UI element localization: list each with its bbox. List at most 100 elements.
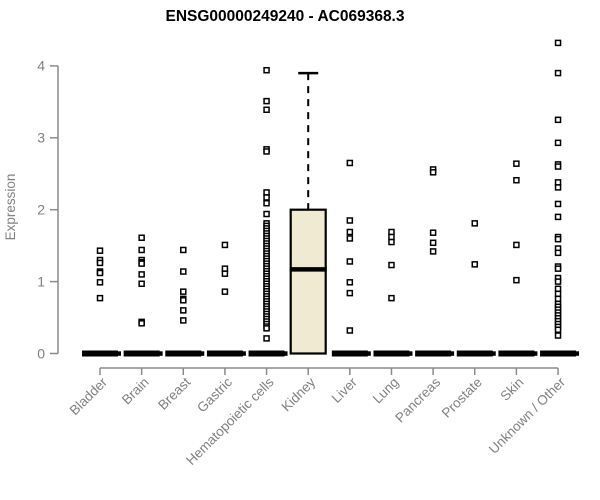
outlier-point bbox=[96, 247, 104, 254]
outlier-point bbox=[346, 279, 354, 286]
outlier-point bbox=[263, 210, 270, 218]
outlier-point bbox=[554, 116, 562, 124]
outlier-point bbox=[471, 220, 479, 227]
box bbox=[289, 208, 327, 355]
outlier-point bbox=[554, 295, 562, 303]
outlier-point bbox=[346, 159, 354, 167]
outlier-point bbox=[180, 297, 187, 304]
outlier-point bbox=[471, 261, 479, 268]
outlier-point bbox=[554, 184, 562, 191]
outlier-point bbox=[554, 278, 562, 285]
x-category-label: Bladder bbox=[67, 374, 111, 418]
zero-outlier-point bbox=[158, 351, 163, 356]
y-tick-label: 2 bbox=[37, 202, 45, 218]
outlier-point bbox=[554, 265, 562, 272]
x-category-label: Gastric bbox=[194, 374, 235, 415]
x-category-label: Prostate bbox=[439, 375, 485, 421]
outlier-point bbox=[180, 246, 187, 254]
outlier-point bbox=[346, 258, 354, 265]
outlier-point bbox=[346, 235, 354, 242]
zero-median-bar bbox=[123, 350, 160, 357]
y-tick-label: 3 bbox=[37, 130, 45, 146]
zero-outlier-point bbox=[491, 351, 496, 356]
outlier-point bbox=[221, 241, 229, 249]
zero-median-bar bbox=[540, 350, 577, 357]
outlier-point bbox=[96, 269, 104, 277]
zero-outlier-point bbox=[407, 351, 413, 356]
outlier-point bbox=[429, 239, 437, 247]
x-category-label: Breast bbox=[155, 374, 193, 412]
zero-outlier-point bbox=[449, 351, 455, 356]
outlier-point bbox=[554, 163, 562, 170]
outlier-point bbox=[138, 246, 145, 254]
zero-median-bar bbox=[82, 350, 118, 357]
outlier-point bbox=[263, 335, 270, 342]
outlier-point bbox=[96, 259, 104, 267]
outlier-point bbox=[180, 268, 187, 275]
outlier-point bbox=[180, 307, 187, 314]
outlier-point bbox=[554, 39, 562, 47]
outlier-point bbox=[388, 261, 395, 269]
x-category-label: Unknown / Other bbox=[486, 374, 569, 457]
y-tick-label: 4 bbox=[37, 58, 45, 74]
x-category-label: Pancreas bbox=[392, 374, 443, 425]
outlier-point bbox=[346, 228, 354, 236]
outlier-point bbox=[263, 189, 270, 196]
zero-outlier-point bbox=[532, 351, 538, 356]
zero-outlier-point bbox=[366, 351, 371, 356]
outlier-point bbox=[513, 276, 520, 284]
zero-median-bar bbox=[248, 350, 285, 357]
outlier-point bbox=[263, 148, 270, 155]
outlier-point bbox=[554, 235, 562, 243]
zero-outlier-point bbox=[574, 351, 580, 356]
x-category-label: Kidney bbox=[279, 374, 319, 414]
zero-outlier-point bbox=[199, 351, 205, 356]
y-axis: 0 1 2 3 4 bbox=[37, 58, 59, 361]
outlier-point bbox=[429, 169, 437, 176]
outlier-point bbox=[138, 271, 145, 278]
outlier-point bbox=[180, 317, 187, 324]
outlier-point bbox=[554, 249, 562, 257]
outlier-point bbox=[96, 294, 104, 302]
y-axis-label: Expression bbox=[3, 174, 18, 241]
outlier-point bbox=[221, 265, 229, 272]
zero-median-bar bbox=[415, 350, 452, 357]
outlier-point bbox=[388, 228, 395, 236]
x-category-label: Liver bbox=[329, 374, 361, 406]
outlier-point bbox=[554, 290, 562, 298]
x-category-label: Lung bbox=[370, 375, 402, 407]
outlier-point bbox=[554, 69, 562, 77]
outlier-point bbox=[554, 332, 562, 339]
outlier-point bbox=[346, 217, 354, 224]
zero-outlier-point bbox=[116, 351, 121, 356]
outlier-point bbox=[513, 160, 520, 167]
outlier-point bbox=[138, 320, 145, 327]
outlier-point bbox=[554, 326, 562, 334]
outlier-point bbox=[180, 288, 187, 295]
series-layer bbox=[82, 39, 580, 357]
zero-median-bar bbox=[165, 350, 202, 357]
outlier-point bbox=[388, 233, 395, 241]
y-tick-label: 0 bbox=[37, 345, 45, 361]
outlier-point bbox=[513, 176, 520, 184]
outlier-point bbox=[554, 139, 562, 147]
outlier-point bbox=[263, 199, 270, 207]
zero-median-bar bbox=[373, 350, 410, 357]
outlier-point bbox=[388, 238, 395, 246]
outlier-point bbox=[263, 194, 270, 201]
outlier-point bbox=[263, 325, 270, 332]
outlier-point bbox=[96, 279, 104, 286]
chart-title: ENSG00000249240 - AC069368.3 bbox=[166, 8, 405, 25]
x-category-label: Brain bbox=[119, 375, 152, 408]
outlier-point bbox=[346, 289, 354, 297]
zero-median-bar bbox=[456, 350, 493, 357]
outlier-point bbox=[138, 260, 145, 267]
outlier-point bbox=[513, 241, 520, 249]
outlier-point bbox=[138, 234, 145, 241]
outlier-point bbox=[221, 288, 229, 295]
outlier-point bbox=[346, 327, 354, 334]
zero-median-bar bbox=[331, 350, 368, 357]
outlier-point bbox=[263, 97, 270, 105]
outlier-point bbox=[388, 294, 395, 302]
